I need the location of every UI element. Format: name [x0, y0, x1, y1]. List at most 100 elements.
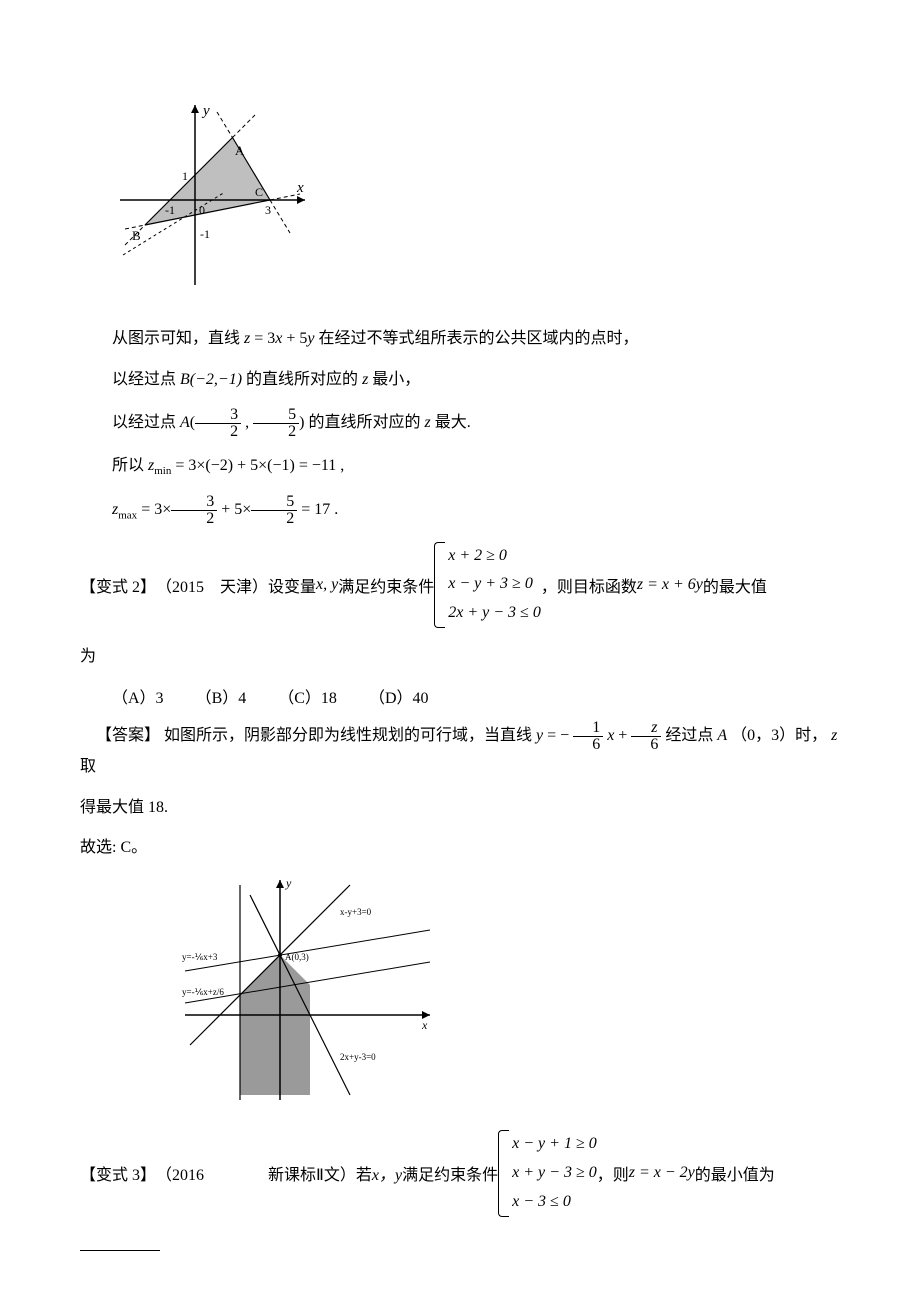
chart1-line-ac-dash2: [270, 200, 290, 233]
line1-pre: 从图示可知，直线: [112, 330, 244, 347]
variant3-postend: 的最小值为: [695, 1161, 775, 1185]
variant3-sys-2: x − 3 ≤ 0: [512, 1188, 597, 1217]
options-row: （A）3 （B）4 （C）18 （D）40: [112, 684, 840, 708]
variant2-block: 【变式 2】 （2015 天津）设变量 x, y 满足约束条件 x + 2 ≥ …: [80, 542, 840, 628]
chart1-line-bc-dash2: [270, 194, 300, 200]
text-line-5: zmax = 3×32 + 5×52 = 17 .: [80, 494, 840, 527]
variant3-obj: z = x − 2y: [629, 1164, 695, 1182]
variant2-mid: 满足约束条件: [338, 573, 434, 597]
chart1-label-a: A: [235, 143, 245, 158]
option-b: （B）4: [196, 690, 247, 707]
chart1-label-neg1x: -1: [165, 203, 175, 217]
line3-frac1: 32: [195, 407, 241, 440]
variant3-sys-1: x + y − 3 ≥ 0: [512, 1159, 597, 1188]
chart1-label-o: 0: [199, 203, 205, 217]
answer-end: 取: [80, 758, 96, 775]
chart1-label-1y: 1: [182, 169, 188, 183]
blank-line: [80, 1250, 160, 1251]
variant2-vars: x, y: [316, 576, 338, 594]
variant3-block: 【变式 3】 （2016 新课标Ⅱ文）若 x，y 满足约束条件 x − y + …: [80, 1130, 840, 1216]
variant3-tag: 【变式 3】: [80, 1161, 156, 1185]
variant2-tag: 【变式 2】: [80, 573, 156, 597]
line1-eq: z = 3x + 5y: [244, 330, 315, 347]
chart1-label-neg1y: -1: [200, 227, 210, 241]
variant3-system: x − y + 1 ≥ 0 x + y − 3 ≥ 0 x − 3 ≤ 0: [498, 1130, 597, 1216]
option-a: （A）3: [112, 690, 164, 707]
answer-plus: +: [618, 727, 631, 744]
answer-a: A: [717, 727, 727, 744]
chart1-x-arrow: [297, 196, 305, 204]
chart2-eq3: y=-⅙x+z/6: [182, 987, 224, 997]
blank-answer: [80, 1237, 840, 1266]
line5-mid: + 5×: [217, 501, 251, 518]
variant2-sys-0: x + 2 ≥ 0: [448, 542, 541, 571]
chart2-label-x: x: [421, 1018, 428, 1032]
variant2-obj: z = x + 6y: [637, 576, 703, 594]
answer-line3: 故选: C。: [80, 834, 840, 863]
line5-f1: 32: [171, 494, 217, 527]
chart1-label-x: x: [296, 180, 304, 196]
variant2-sys-2: 2x + y − 3 ≤ 0: [448, 599, 541, 628]
line3-pre: 以经过点: [112, 414, 180, 431]
answer-f2: z6: [631, 720, 661, 753]
chart1-svg: -1 -1 1 3 0 A B C x y: [115, 100, 315, 300]
answer-mid: 经过点: [665, 727, 717, 744]
chart2-eq4: 2x+y-3=0: [340, 1052, 376, 1062]
chart1-container: -1 -1 1 3 0 A B C x y: [115, 100, 840, 305]
line4-sub: min: [154, 465, 171, 477]
answer-x: x: [607, 727, 614, 744]
chart1-label-3x: 3: [265, 203, 271, 217]
text-line-2: 以经过点 B(−2,−1) 的直线所对应的 z 最小，: [80, 366, 840, 395]
chart1-line-ba-dash2: [233, 115, 256, 138]
variant2-postpre: ，则目标函数: [541, 573, 637, 597]
chart2-pta: A(0,3): [285, 952, 309, 962]
chart1-label-b: B: [132, 228, 141, 243]
chart1-label-c: C: [255, 185, 263, 199]
chart2-obj1: [185, 930, 430, 971]
chart1-line-ac-dash1: [217, 112, 233, 138]
chart2-point-a: [278, 953, 282, 957]
line5-eqpre: = 3×: [137, 501, 171, 518]
variant2-postend: 的最大值: [703, 573, 767, 597]
option-c: （C）18: [278, 690, 337, 707]
chart1-y-arrow: [191, 105, 199, 113]
answer-line2: 得最大值 18.: [80, 794, 840, 823]
line1-post: 在经过不等式组所表示的公共区域内的点时，: [315, 330, 639, 347]
answer-tag: 【答案】: [96, 727, 160, 744]
text-line-1: 从图示可知，直线 z = 3x + 5y 在经过不等式组所表示的公共区域内的点时…: [80, 325, 840, 354]
option-d: （D）40: [369, 690, 429, 707]
chart1-region: [145, 138, 270, 226]
answer-y: y: [536, 727, 543, 744]
chart2-eq1: x-y+3=0: [340, 907, 372, 917]
line3-frac2: 52: [253, 407, 299, 440]
variant3-src: （2016 新课标Ⅱ文）若: [156, 1161, 372, 1185]
chart2-y-arrow: [276, 880, 284, 888]
variant2-src: （2015 天津）设变量: [156, 573, 316, 597]
chart2-region: [240, 955, 310, 1095]
line4-rest: = 3×(−2) + 5×(−1) = −11: [171, 457, 336, 474]
answer-pre: 如图所示，阴影部分即为线性规划的可行域，当直线: [164, 727, 536, 744]
line2-pre: 以经过点: [112, 371, 180, 388]
answer-f1: 16: [573, 720, 603, 753]
line5-sub: max: [118, 509, 137, 521]
line3-a: A: [180, 414, 190, 431]
line2-post: 的直线所对应的 z 最小，: [242, 371, 420, 388]
chart2-eq2: y=-⅙x+3: [182, 952, 218, 962]
variant3-mid: 满足约束条件: [402, 1161, 498, 1185]
line5-end: = 17 .: [297, 501, 338, 518]
answer-eq: = −: [547, 727, 569, 744]
wei-line: 为: [80, 643, 840, 672]
line5-f2: 52: [251, 494, 297, 527]
chart2-label-y: y: [285, 876, 292, 890]
line4-pre: 所以: [112, 457, 148, 474]
chart2-svg: y x x-y+3=0 y=-⅙x+3 y=-⅙x+z/6 2x+y-3=0 A…: [180, 875, 440, 1105]
text-line-4: 所以 zmin = 3×(−2) + 5×(−1) = −11 ,: [80, 452, 840, 482]
line2-point: B(−2,−1): [180, 371, 242, 388]
variant2-system: x + 2 ≥ 0 x − y + 3 ≥ 0 2x + y − 3 ≤ 0: [434, 542, 541, 628]
answer-line: 【答案】 如图所示，阴影部分即为线性规划的可行域，当直线 y = − 16 x …: [80, 720, 840, 782]
answer-z: z: [831, 727, 837, 744]
answer-pt: （0，3）时，: [731, 727, 827, 744]
variant3-postpre: ，则: [597, 1161, 629, 1185]
line3-post: 的直线所对应的 z 最大.: [304, 414, 470, 431]
variant3-sys-0: x − y + 1 ≥ 0: [512, 1130, 597, 1159]
